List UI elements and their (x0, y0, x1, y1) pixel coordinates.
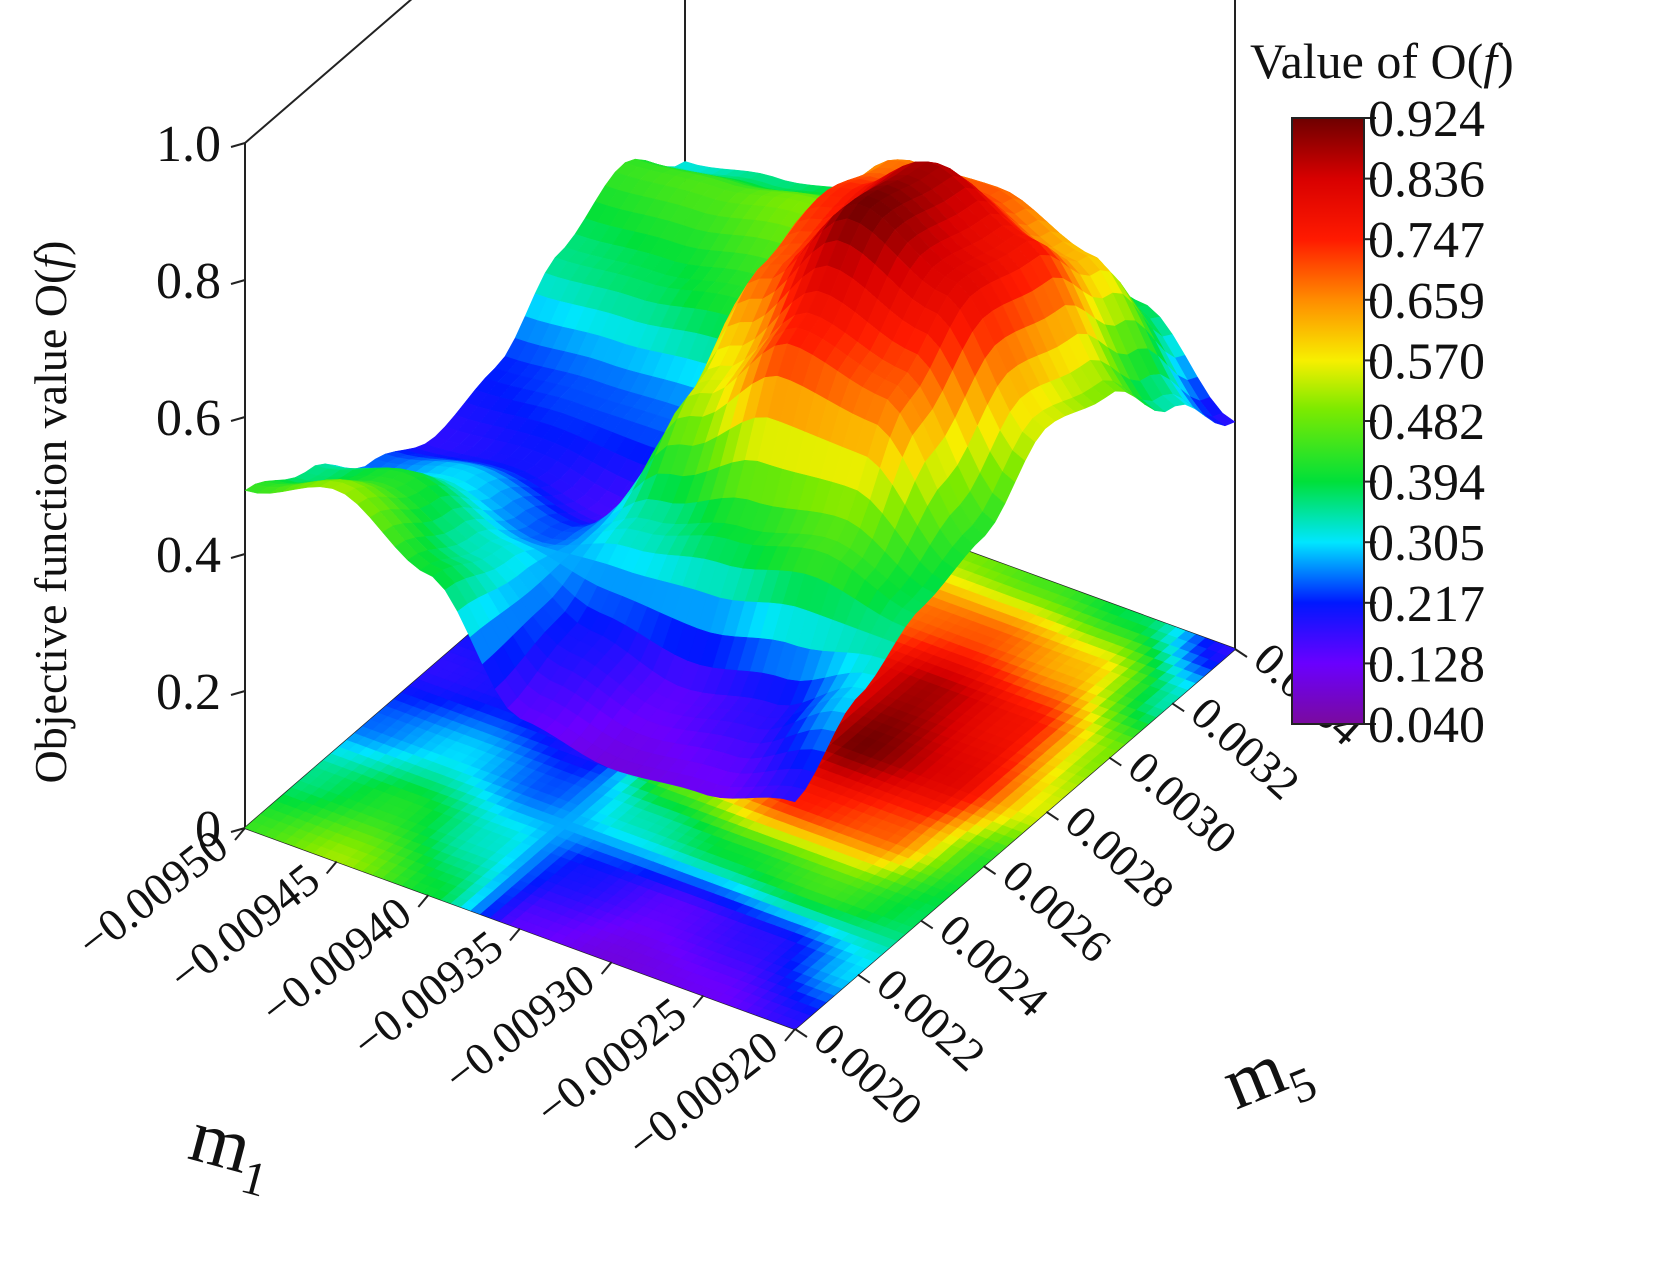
m5-axis-title: m5 (1211, 1017, 1324, 1137)
z-tick-label: 0 (195, 801, 221, 858)
z-tick-label: 0.8 (156, 253, 221, 310)
z-tick-label: 0.2 (156, 664, 221, 721)
colorbar-tick-label: 0.394 (1368, 455, 1485, 512)
colorbar-tick-label: 0.305 (1368, 515, 1485, 572)
colorbar: Value of O(f) 0.9240.8360.7470.6590.5700… (1250, 33, 1514, 754)
z-tick-label: 1.0 (156, 116, 221, 173)
colorbar-title: Value of O(f) (1250, 33, 1514, 89)
surface-mesh (244, 158, 1236, 803)
colorbar-tick-label: 0.128 (1368, 636, 1485, 693)
z-tick-label: 0.4 (156, 527, 221, 584)
colorbar-gradient (1291, 117, 1365, 725)
z-tick-labels: 0 0.2 0.4 0.6 0.8 1.0 (156, 116, 221, 858)
colorbar-tick-label: 0.482 (1368, 394, 1485, 451)
colorbar-tick-label: 0.747 (1368, 212, 1485, 269)
z-axis-title: Objective function value O(f) (25, 241, 76, 784)
axis-ticks (230, 142, 1248, 1042)
colorbar-tick-label: 0.570 (1368, 333, 1485, 390)
colorbar-tick-label: 0.924 (1368, 91, 1485, 148)
m1-axis-title: m1 (178, 1093, 283, 1207)
colorbar-ticks: 0.9240.8360.7470.6590.5700.4820.3940.305… (1364, 91, 1485, 754)
z-tick-label: 0.6 (156, 390, 221, 447)
colorbar-tick-label: 0.217 (1368, 576, 1485, 633)
colorbar-tick-label: 0.040 (1368, 697, 1485, 754)
colorbar-tick-label: 0.659 (1368, 273, 1485, 330)
colorbar-tick-label: 0.836 (1368, 152, 1485, 209)
